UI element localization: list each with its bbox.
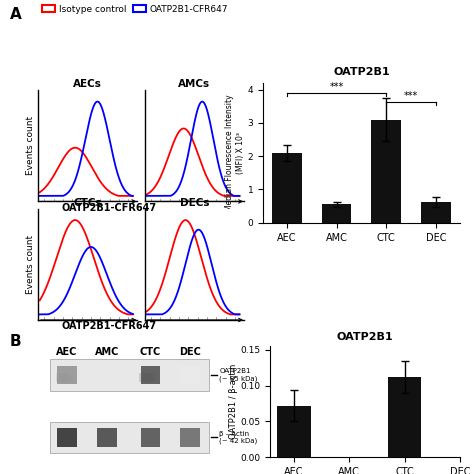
Text: OATP2B1-CFR647: OATP2B1-CFR647	[62, 321, 157, 331]
Title: DECs: DECs	[180, 198, 209, 208]
Bar	[182, 373, 196, 382]
Title: AECs: AECs	[73, 79, 102, 89]
Bar	[57, 366, 77, 383]
Y-axis label: Median Flourescence Intensity
(MFI) X 10³: Median Flourescence Intensity (MFI) X 10…	[226, 94, 245, 211]
Bar	[99, 373, 112, 382]
Bar	[97, 428, 117, 447]
Bar	[50, 422, 209, 453]
Text: OATP2B1-CFR647: OATP2B1-CFR647	[62, 203, 157, 213]
Text: CTC: CTC	[140, 347, 161, 357]
Bar	[141, 428, 160, 447]
Text: AEC: AEC	[56, 347, 78, 357]
Bar	[180, 366, 200, 383]
Text: B: B	[9, 334, 21, 349]
Legend: Isotype control, OATP2B1-CFR647: Isotype control, OATP2B1-CFR647	[43, 5, 228, 14]
Bar	[421, 202, 451, 223]
Bar	[141, 366, 160, 383]
Bar	[97, 366, 117, 383]
Bar	[50, 359, 209, 391]
Bar	[388, 377, 421, 457]
Text: AMC: AMC	[94, 347, 119, 357]
Bar	[180, 428, 200, 447]
Text: ***: ***	[404, 91, 418, 101]
Bar	[95, 373, 109, 382]
Text: OATP2B1
(~ 85 kDa): OATP2B1 (~ 85 kDa)	[219, 368, 258, 382]
Title: AMCs: AMCs	[178, 79, 210, 89]
Y-axis label: OATP2B1 / β-actin: OATP2B1 / β-actin	[228, 364, 237, 439]
Bar	[59, 373, 73, 382]
Bar	[139, 373, 153, 382]
Text: A: A	[9, 7, 21, 22]
Bar	[277, 406, 310, 457]
Bar	[371, 119, 401, 223]
Y-axis label: Events count: Events count	[26, 235, 35, 294]
Text: ***: ***	[329, 82, 344, 91]
Title: CTCs: CTCs	[73, 198, 102, 208]
Bar	[57, 428, 77, 447]
Y-axis label: Events count: Events count	[26, 116, 35, 175]
Text: DEC: DEC	[179, 347, 201, 357]
Text: β – Actin
(~ 42 kDa): β – Actin (~ 42 kDa)	[219, 430, 257, 444]
Title: OATP2B1: OATP2B1	[337, 332, 393, 342]
Bar	[272, 153, 302, 223]
Bar	[55, 373, 69, 382]
Bar	[142, 373, 156, 382]
Bar	[179, 373, 192, 382]
Title: OATP2B1: OATP2B1	[333, 67, 390, 77]
Bar	[322, 204, 352, 223]
